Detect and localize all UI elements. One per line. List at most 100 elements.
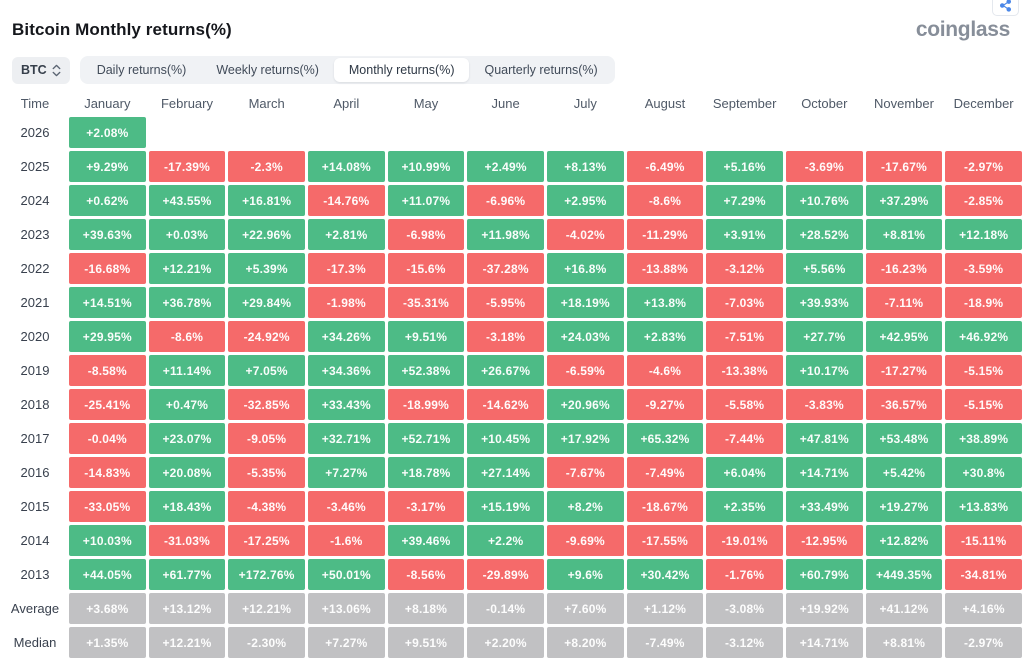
return-cell: -17.67% <box>865 151 943 182</box>
return-cell: +28.52% <box>785 219 863 250</box>
return-cell: +42.95% <box>865 321 943 352</box>
return-cell-empty <box>706 117 783 148</box>
updown-chevron-icon <box>52 64 61 77</box>
return-cell: +7.60% <box>546 593 624 624</box>
return-cell: -7.44% <box>706 423 783 454</box>
month-header-march: March <box>248 95 285 111</box>
return-cell-empty <box>945 117 1022 148</box>
return-cell: -2.30% <box>228 627 305 658</box>
return-cell: +4.16% <box>945 593 1022 624</box>
return-cell: +3.68% <box>69 593 146 624</box>
return-cell: +11.07% <box>387 185 465 216</box>
return-cell-empty <box>308 117 385 148</box>
return-cell: +9.51% <box>387 627 465 658</box>
return-cell: +65.32% <box>626 423 704 454</box>
return-cell: +20.96% <box>546 389 624 420</box>
return-cell: +29.95% <box>69 321 146 352</box>
return-cell: +2.2% <box>467 525 544 556</box>
return-cell: -7.51% <box>706 321 783 352</box>
return-cell: -3.08% <box>706 593 783 624</box>
return-cell: -1.6% <box>307 525 385 556</box>
coin-selector-label: BTC <box>21 63 47 77</box>
return-cell: +1.35% <box>69 627 146 658</box>
return-cell: +26.67% <box>467 355 544 386</box>
return-cell: +33.43% <box>307 389 385 420</box>
return-cell: +449.35% <box>865 559 943 590</box>
return-cell: +34.26% <box>307 321 385 352</box>
return-cell: +50.01% <box>307 559 385 590</box>
return-cell: +2.20% <box>467 627 544 658</box>
return-cell: +19.92% <box>785 593 863 624</box>
return-cell: -35.31% <box>387 287 465 318</box>
return-cell: -2.85% <box>945 185 1022 216</box>
return-cell: -8.56% <box>387 559 465 590</box>
return-cell: +15.19% <box>467 491 544 522</box>
return-cell: +53.48% <box>865 423 943 454</box>
return-cell-empty <box>786 117 863 148</box>
return-cell: +13.06% <box>307 593 385 624</box>
return-cell: -13.38% <box>706 355 783 386</box>
return-cell: +14.08% <box>307 151 385 182</box>
tab-monthly[interactable]: Monthly returns(%) <box>333 58 470 82</box>
return-cell: -16.23% <box>865 253 943 284</box>
return-cell: +47.81% <box>785 423 863 454</box>
tab-daily[interactable]: Daily returns(%) <box>82 58 202 82</box>
returns-tab-group: Daily returns(%) Weekly returns(%) Monthly… <box>79 56 615 84</box>
share-button[interactable] <box>992 0 1019 16</box>
share-icon <box>999 0 1012 12</box>
return-cell: -7.67% <box>546 457 624 488</box>
tab-quarterly[interactable]: Quarterly returns(%) <box>469 58 612 82</box>
return-cell: +44.05% <box>69 559 146 590</box>
return-cell: +12.21% <box>148 627 226 658</box>
return-cell: +34.36% <box>307 355 385 386</box>
return-cell: -7.03% <box>706 287 783 318</box>
toolbar: BTC Daily returns(%) Weekly returns(%) Mon… <box>12 56 1022 84</box>
return-cell-empty <box>149 117 226 148</box>
return-cell: +13.83% <box>945 491 1022 522</box>
return-cell: -14.83% <box>69 457 146 488</box>
return-cell: +30.8% <box>945 457 1022 488</box>
return-cell: -5.95% <box>467 287 544 318</box>
return-cell: +9.6% <box>546 559 624 590</box>
return-cell: -4.02% <box>546 219 624 250</box>
return-cell: +27.7% <box>785 321 863 352</box>
return-cell: +12.82% <box>865 525 943 556</box>
return-cell: -9.27% <box>626 389 704 420</box>
return-cell: +20.08% <box>148 457 226 488</box>
row-label-2022: 2022 <box>20 261 50 276</box>
return-cell: -0.04% <box>69 423 146 454</box>
return-cell: -31.03% <box>148 525 226 556</box>
return-cell: +18.78% <box>387 457 465 488</box>
return-cell: -33.05% <box>69 491 146 522</box>
return-cell: +19.27% <box>865 491 943 522</box>
page-title: Bitcoin Monthly returns(%) <box>12 20 232 39</box>
return-cell: +32.71% <box>307 423 385 454</box>
return-cell: -9.05% <box>228 423 305 454</box>
return-cell: +27.14% <box>467 457 544 488</box>
month-header-february: February <box>160 95 213 111</box>
return-cell: -15.11% <box>945 525 1022 556</box>
return-cell: +17.92% <box>546 423 624 454</box>
return-cell: +7.27% <box>307 627 385 658</box>
return-cell: -15.6% <box>387 253 465 284</box>
return-cell: +23.07% <box>148 423 226 454</box>
return-cell: -3.17% <box>387 491 465 522</box>
return-cell: +16.8% <box>546 253 624 284</box>
return-cell: +10.03% <box>69 525 146 556</box>
return-cell: -18.9% <box>945 287 1022 318</box>
return-cell: -1.76% <box>706 559 783 590</box>
return-cell: +0.03% <box>148 219 226 250</box>
row-label-2025: 2025 <box>20 159 50 174</box>
return-cell: -3.18% <box>467 321 544 352</box>
return-cell: -25.41% <box>69 389 146 420</box>
row-label-2014: 2014 <box>20 533 50 548</box>
coin-selector[interactable]: BTC <box>12 56 70 84</box>
return-cell: -6.49% <box>626 151 704 182</box>
tab-weekly[interactable]: Weekly returns(%) <box>201 58 334 82</box>
return-cell: +39.46% <box>387 525 465 556</box>
return-cell: +37.29% <box>865 185 943 216</box>
return-cell: +2.83% <box>626 321 704 352</box>
return-cell: +7.27% <box>307 457 385 488</box>
return-cell: +172.76% <box>228 559 305 590</box>
